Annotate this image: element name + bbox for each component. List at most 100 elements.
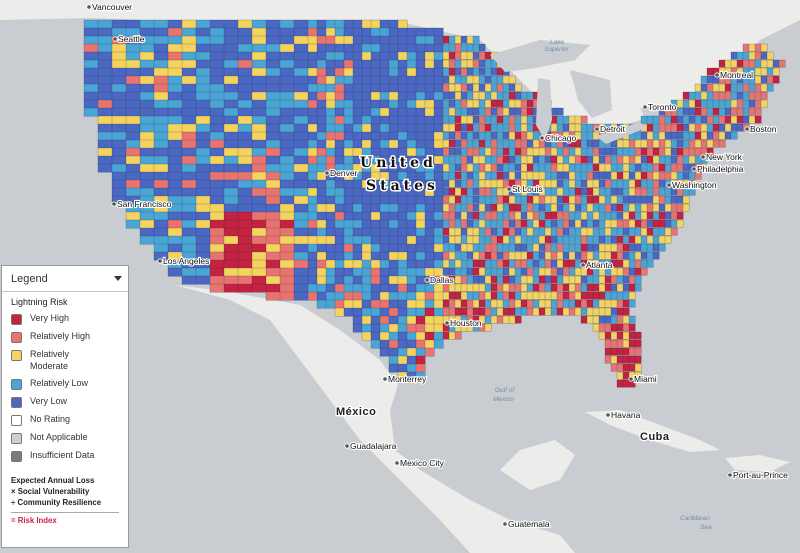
- county-region[interactable]: [442, 155, 450, 164]
- county-region[interactable]: [598, 155, 606, 164]
- county-region[interactable]: [490, 131, 498, 140]
- county-region[interactable]: [251, 67, 267, 77]
- county-region[interactable]: [325, 283, 336, 293]
- county-region[interactable]: [343, 99, 354, 109]
- county-region[interactable]: [448, 163, 456, 172]
- county-region[interactable]: [415, 43, 426, 53]
- county-region[interactable]: [223, 275, 239, 285]
- county-region[interactable]: [307, 27, 318, 37]
- county-region[interactable]: [454, 51, 462, 60]
- county-region[interactable]: [97, 163, 113, 173]
- county-region[interactable]: [580, 227, 588, 236]
- county-region[interactable]: [526, 299, 534, 308]
- county-region[interactable]: [484, 187, 492, 196]
- county-region[interactable]: [279, 139, 295, 149]
- county-region[interactable]: [237, 259, 253, 269]
- county-region[interactable]: [293, 43, 309, 53]
- county-region[interactable]: [83, 35, 99, 45]
- county-region[interactable]: [568, 291, 576, 300]
- county-region[interactable]: [325, 259, 336, 269]
- county-region[interactable]: [736, 91, 744, 100]
- county-region[interactable]: [586, 187, 594, 196]
- county-region[interactable]: [556, 267, 564, 276]
- county-region[interactable]: [316, 299, 327, 309]
- county-region[interactable]: [646, 163, 654, 172]
- county-region[interactable]: [628, 163, 636, 172]
- county-region[interactable]: [195, 67, 211, 77]
- county-region[interactable]: [237, 75, 253, 85]
- county-region[interactable]: [316, 19, 327, 29]
- county-region[interactable]: [580, 163, 588, 172]
- county-region[interactable]: [466, 243, 474, 252]
- county-region[interactable]: [658, 235, 666, 244]
- county-region[interactable]: [634, 243, 642, 252]
- county-region[interactable]: [370, 115, 381, 125]
- county-region[interactable]: [580, 211, 588, 220]
- county-region[interactable]: [448, 155, 456, 164]
- county-region[interactable]: [574, 171, 582, 180]
- county-region[interactable]: [508, 83, 516, 92]
- county-region[interactable]: [496, 195, 504, 204]
- county-region[interactable]: [325, 107, 336, 117]
- county-region[interactable]: [265, 219, 281, 229]
- county-region[interactable]: [167, 235, 183, 245]
- county-region[interactable]: [628, 291, 636, 300]
- county-region[interactable]: [478, 59, 486, 68]
- county-region[interactable]: [279, 227, 295, 237]
- county-region[interactable]: [442, 219, 450, 228]
- county-region[interactable]: [454, 187, 462, 196]
- county-region[interactable]: [361, 235, 372, 245]
- county-region[interactable]: [616, 211, 624, 220]
- county-region[interactable]: [448, 299, 456, 308]
- county-region[interactable]: [251, 179, 267, 189]
- county-region[interactable]: [343, 275, 354, 285]
- county-region[interactable]: [508, 163, 516, 172]
- county-region[interactable]: [181, 51, 197, 61]
- county-region[interactable]: [622, 371, 630, 380]
- county-region[interactable]: [279, 67, 295, 77]
- county-region[interactable]: [316, 99, 327, 109]
- county-region[interactable]: [586, 139, 594, 148]
- county-region[interactable]: [209, 59, 225, 69]
- county-region[interactable]: [251, 75, 267, 85]
- county-region[interactable]: [352, 235, 363, 245]
- county-region[interactable]: [682, 195, 690, 204]
- county-region[interactable]: [460, 267, 468, 276]
- county-region[interactable]: [730, 99, 738, 108]
- county-region[interactable]: [532, 283, 540, 292]
- county-region[interactable]: [316, 115, 327, 125]
- county-region[interactable]: [544, 259, 552, 268]
- county-region[interactable]: [484, 83, 492, 92]
- county-region[interactable]: [223, 43, 239, 53]
- county-region[interactable]: [388, 347, 399, 357]
- county-region[interactable]: [472, 251, 480, 260]
- county-region[interactable]: [293, 139, 309, 149]
- county-region[interactable]: [550, 275, 558, 284]
- county-region[interactable]: [640, 155, 648, 164]
- county-region[interactable]: [343, 115, 354, 125]
- county-region[interactable]: [466, 195, 474, 204]
- county-region[interactable]: [478, 187, 486, 196]
- county-region[interactable]: [616, 283, 624, 292]
- county-region[interactable]: [466, 299, 474, 308]
- county-region[interactable]: [694, 115, 702, 124]
- county-region[interactable]: [682, 107, 690, 116]
- county-region[interactable]: [442, 195, 450, 204]
- county-region[interactable]: [676, 195, 684, 204]
- county-region[interactable]: [628, 259, 636, 268]
- county-region[interactable]: [460, 123, 468, 132]
- county-region[interactable]: [604, 339, 612, 348]
- county-region[interactable]: [550, 259, 558, 268]
- county-region[interactable]: [448, 131, 456, 140]
- county-region[interactable]: [568, 171, 576, 180]
- county-region[interactable]: [556, 187, 564, 196]
- county-region[interactable]: [251, 131, 267, 141]
- county-region[interactable]: [472, 147, 480, 156]
- county-region[interactable]: [514, 243, 522, 252]
- county-region[interactable]: [514, 139, 522, 148]
- county-region[interactable]: [598, 243, 606, 252]
- county-region[interactable]: [466, 227, 474, 236]
- county-region[interactable]: [397, 299, 408, 309]
- county-region[interactable]: [532, 163, 540, 172]
- county-region[interactable]: [688, 107, 696, 116]
